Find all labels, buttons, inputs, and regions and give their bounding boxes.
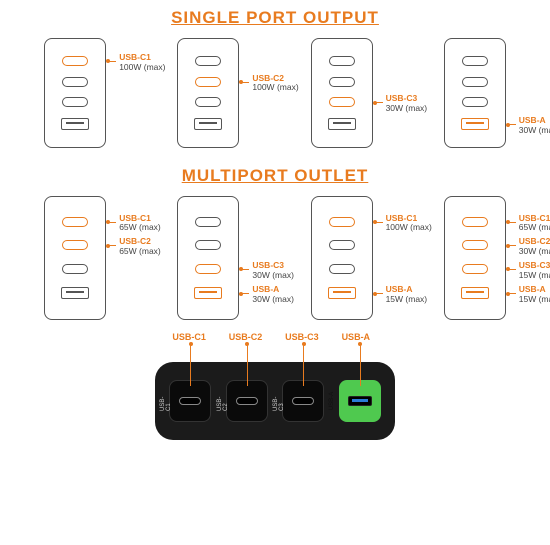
physical-port-side-label: USB-C1: [160, 391, 172, 411]
usba-port: [328, 118, 356, 130]
port-callout: USB-C165W (max): [519, 214, 550, 234]
usbc-port-2: [329, 77, 355, 87]
single-port-row: USB-C1100W (max)USB-C2100W (max)USB-C330…: [0, 38, 550, 148]
physical-port-top-label: USB-A: [342, 332, 371, 342]
multiport-row: USB-C165W (max)USB-C265W (max)USB-C330W …: [0, 196, 550, 320]
charger-body: [311, 38, 373, 148]
charger-body: [44, 38, 106, 148]
charger-unit: USB-A30W (max): [409, 38, 541, 148]
usbc-port-3: [62, 264, 88, 274]
usbc-port-2: [195, 77, 221, 87]
callout-wattage: 65W (max): [519, 223, 550, 233]
charger-body: [311, 196, 373, 320]
usba-port: [61, 118, 89, 130]
callout-lead-line: [241, 293, 249, 294]
charger-unit: USB-C1100W (max): [9, 38, 141, 148]
usbc-port-3: [329, 97, 355, 107]
port-callout: USB-C230W (max): [519, 237, 550, 257]
usbc-port-3: [462, 264, 488, 274]
multiport-title: MULTIPORT OUTLET: [0, 166, 550, 186]
port-callout: USB-C315W (max): [519, 261, 550, 281]
callout-lead-line: [508, 245, 516, 246]
usbc-port-2: [462, 77, 488, 87]
callout-wattage: 15W (max): [519, 295, 550, 305]
usbc-port-1: [195, 217, 221, 227]
callout-lead-line: [241, 82, 249, 83]
callout-lead-line: [375, 293, 383, 294]
physical-port-top-label: USB-C2: [229, 332, 263, 342]
callout-wattage: 30W (max): [519, 126, 550, 136]
usbc-port-1: [462, 217, 488, 227]
physical-port-top-label: USB-C3: [285, 332, 319, 342]
physical-port-slot: [179, 397, 201, 405]
charger-unit: USB-C330W (max): [276, 38, 408, 148]
physical-usba-port: USB-A: [339, 380, 381, 422]
charger-body: [444, 38, 506, 148]
callout-wattage: 30W (max): [519, 247, 550, 257]
usba-port: [461, 287, 489, 299]
usbc-port-3: [195, 97, 221, 107]
charger-body: [444, 196, 506, 320]
usbc-port-2: [462, 240, 488, 250]
charger-unit: USB-C330W (max)USB-A30W (max): [142, 196, 274, 320]
physical-lead-line: [247, 344, 248, 386]
physical-usbc-port-1: USB-C1: [169, 380, 211, 422]
usbc-port-3: [462, 97, 488, 107]
usbc-port-2: [62, 240, 88, 250]
physical-port-top-label: USB-C1: [172, 332, 206, 342]
port-callout: USB-A30W (max): [519, 116, 550, 136]
callout-lead-line: [508, 269, 516, 270]
usba-port: [461, 118, 489, 130]
port-callout: USB-A15W (max): [519, 285, 550, 305]
physical-lead-line: [190, 344, 191, 386]
usbc-port-1: [62, 217, 88, 227]
usbc-port-1: [462, 56, 488, 66]
callout-lead-line: [375, 102, 383, 103]
physical-charger-figure: USB-C1 USB-C2 USB-C3 USB-A USB-C1 USB-C2 USB-…: [0, 362, 550, 440]
charger-unit: USB-C165W (max)USB-C230W (max)USB-C315W …: [409, 196, 541, 320]
charger-body: [44, 196, 106, 320]
physical-port-side-label: USB-A: [329, 392, 335, 410]
physical-lead-line: [360, 344, 361, 386]
callout-lead-line: [241, 269, 249, 270]
usba-port: [328, 287, 356, 299]
physical-port-side-label: USB-C3: [273, 391, 285, 411]
usbc-port-3: [329, 264, 355, 274]
usbc-port-1: [329, 56, 355, 66]
physical-usbc-port-3: USB-C3: [282, 380, 324, 422]
callout-lead-line: [508, 124, 516, 125]
usbc-port-2: [62, 77, 88, 87]
physical-usbc-port-2: USB-C2: [226, 380, 268, 422]
charger-body: [177, 196, 239, 320]
physical-port-side-label: USB-C2: [217, 391, 229, 411]
usbc-port-3: [62, 97, 88, 107]
physical-port-slot: [292, 397, 314, 405]
physical-lead-line: [303, 344, 304, 386]
usbc-port-1: [329, 217, 355, 227]
callout-lead-line: [375, 222, 383, 223]
usba-port: [194, 118, 222, 130]
usbc-port-2: [329, 240, 355, 250]
usbc-port-1: [195, 56, 221, 66]
usbc-port-3: [195, 264, 221, 274]
charger-unit: USB-C2100W (max): [142, 38, 274, 148]
callout-lead-line: [108, 61, 116, 62]
callout-lead-line: [508, 293, 516, 294]
callout-lead-line: [508, 222, 516, 223]
callout-wattage: 15W (max): [519, 271, 550, 281]
usba-port: [194, 287, 222, 299]
charger-unit: USB-C165W (max)USB-C265W (max): [9, 196, 141, 320]
callout-lead-line: [108, 222, 116, 223]
charger-body: [177, 38, 239, 148]
usbc-port-1: [62, 56, 88, 66]
physical-port-slot: [348, 396, 372, 406]
usba-port: [61, 287, 89, 299]
physical-port-slot: [236, 397, 258, 405]
callout-lead-line: [108, 245, 116, 246]
charger-unit: USB-C1100W (max)USB-A15W (max): [276, 196, 408, 320]
usbc-port-2: [195, 240, 221, 250]
single-port-title: SINGLE PORT OUTPUT: [0, 8, 550, 28]
